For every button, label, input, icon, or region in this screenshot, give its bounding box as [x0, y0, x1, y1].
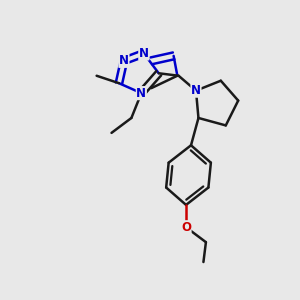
Text: N: N — [139, 47, 149, 60]
Text: N: N — [191, 84, 201, 97]
Text: N: N — [136, 87, 146, 100]
Text: N: N — [119, 54, 129, 67]
Text: O: O — [181, 221, 191, 234]
